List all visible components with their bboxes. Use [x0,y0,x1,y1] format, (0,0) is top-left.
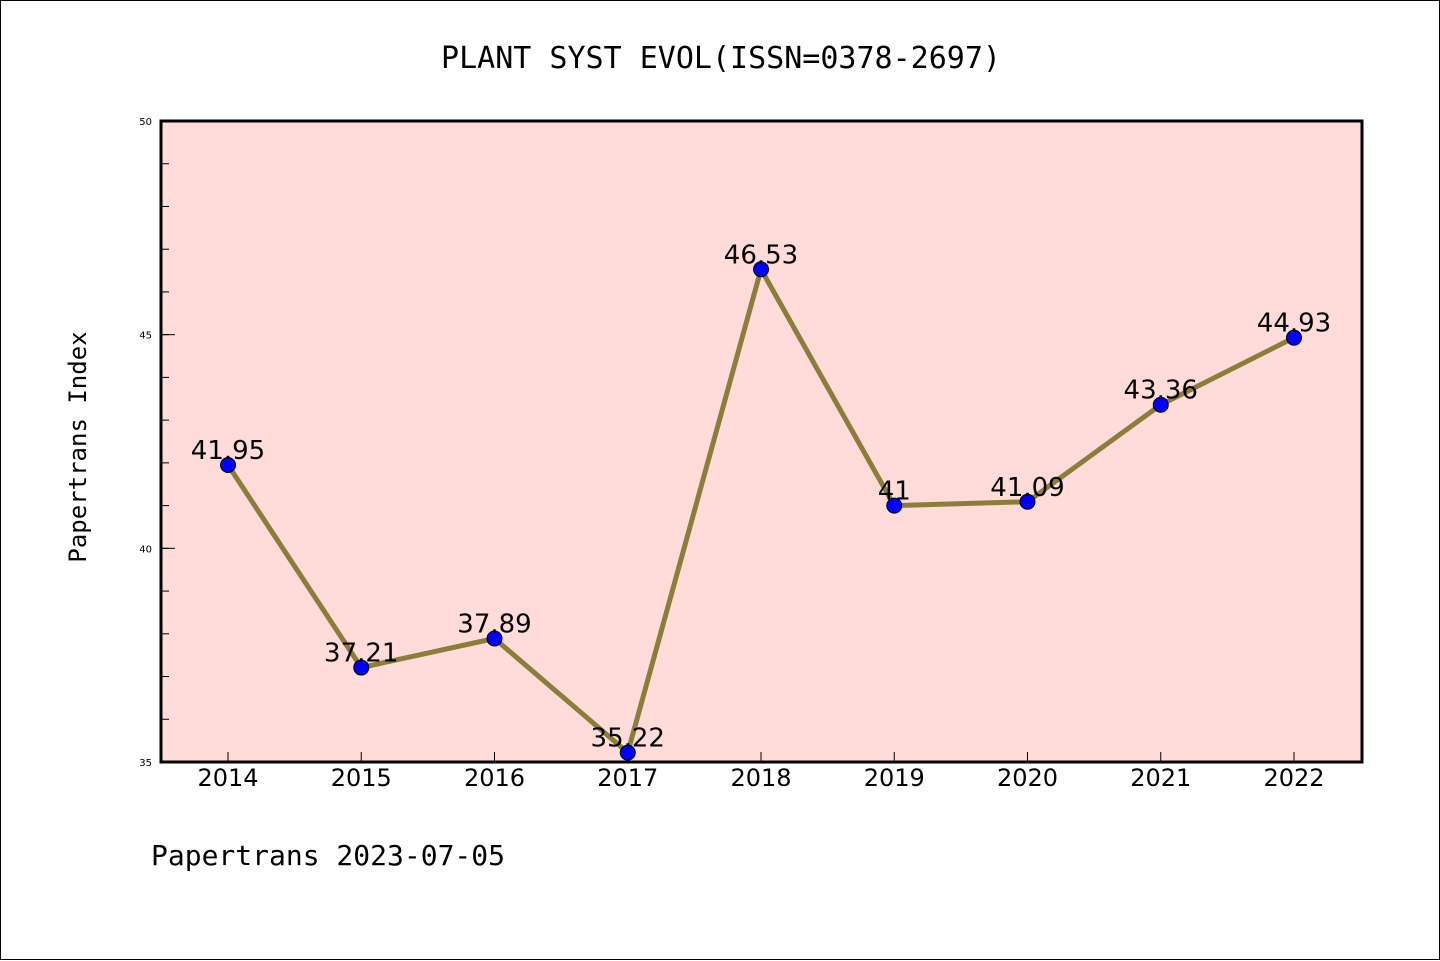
y-axis-ticks: 35 40 45 50 [139,117,175,769]
y-tick-label: 40 [139,544,152,555]
data-label: 41 [878,477,911,507]
x-tick-label: 2018 [730,764,791,792]
data-label: 35.22 [591,724,665,754]
data-point [1019,493,1036,510]
footer-watermark: Papertrans 2023-07-05 [151,839,505,872]
data-label: 37.21 [324,639,398,669]
data-point [1152,396,1169,413]
data-point [1286,329,1302,346]
x-tick-label: 2016 [464,764,525,792]
x-tick-label: 2021 [1130,764,1191,792]
chart-title: PLANT SYST EVOL(ISSN=0378-2697) [441,41,1001,76]
y-tick-label: 50 [139,117,152,128]
x-tick-label: 2015 [331,764,392,792]
data-label: 43.36 [1124,376,1198,406]
data-point [619,744,636,761]
plot-area [159,119,1364,764]
y-tick-label: 35 [139,758,152,769]
x-tick-label: 2022 [1263,764,1324,792]
x-tick-label: 2019 [864,764,925,792]
data-point [753,261,769,278]
x-axis-ticks: 2014 2015 2016 2017 2018 2019 2020 2021 2022 [197,752,1325,792]
x-tick-label: 2014 [197,764,258,792]
series-group [220,261,1302,761]
data-label: 44.93 [1257,309,1331,339]
data-point [486,630,503,647]
data-label: 46.53 [724,240,798,270]
x-tick-label: 2020 [997,764,1058,792]
data-label: 41.95 [191,436,265,466]
data-label: 37.89 [457,610,531,640]
y-tick-label: 45 [139,331,152,342]
data-labels-group: 41.95 37.21 37.89 35.22 46.53 41 41.09 43.36 44.… [191,240,1331,753]
data-point [353,659,370,676]
data-label: 41.09 [990,473,1064,503]
x-tick-label: 2017 [597,764,658,792]
data-point [220,457,236,474]
data-point [886,497,903,514]
y-axis-label: Papertrans Index [64,331,92,562]
